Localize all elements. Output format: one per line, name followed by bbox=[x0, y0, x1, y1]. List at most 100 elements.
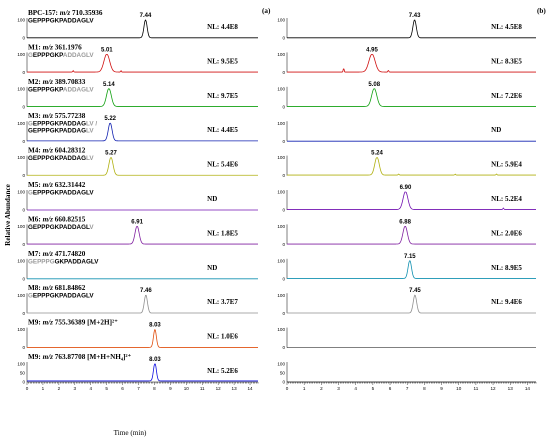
row-m2-mz-label: m/z bbox=[43, 78, 54, 86]
row-m9b-b-xtick: 14 bbox=[525, 386, 531, 391]
panel-b-label: (b) bbox=[537, 7, 546, 15]
row-m9b-b-xtick: 1 bbox=[303, 386, 306, 391]
row-m9b-a-xtick: 11 bbox=[200, 386, 205, 391]
row-m7-title: M7: m/z 471.74820 bbox=[28, 250, 86, 258]
row-bpc-157-b-nl: NL: 4.5E8 bbox=[491, 23, 522, 31]
row-bpc-157-sequence: GEPPPGKPADDAGLV bbox=[28, 18, 94, 25]
row-m9b-a-xtick: 12 bbox=[216, 386, 222, 391]
row-m3-b-ytick: 0 bbox=[282, 139, 285, 144]
row-m5-b-ytick: 100 bbox=[277, 190, 285, 195]
row-m6-title: M6: m/z 660.82515 bbox=[28, 215, 86, 223]
row-m4-title-name: M4: bbox=[28, 147, 43, 155]
row-m7-mz: 471.74820 bbox=[53, 250, 86, 258]
row-bpc-157-mz-label: m/z bbox=[60, 9, 71, 17]
row-m6-title-name: M6: bbox=[28, 215, 43, 223]
row-m9b-b-xtick: 2 bbox=[320, 386, 323, 391]
row-m9b-b-xtick: 8 bbox=[423, 386, 426, 391]
row-m3-a-ytick: 0 bbox=[22, 139, 25, 144]
row-m4-a-nl: NL: 5.4E6 bbox=[207, 161, 238, 169]
row-m2-a-ytick: 0 bbox=[22, 104, 25, 109]
row-m7-mz-label: m/z bbox=[43, 250, 54, 258]
row-m4-a-ytick: 0 bbox=[22, 173, 25, 178]
y-axis-label: Relative Abundance bbox=[4, 184, 12, 246]
row-m3-sequence-segment: GEPPPGKPADDAG bbox=[28, 128, 86, 135]
row-m1-mz-label: m/z bbox=[43, 43, 54, 51]
chromatogram-rows: BPC-157: m/z 710.35936GEPPPGKPADDAGLV010… bbox=[17, 9, 536, 391]
row-m9a-title-extra: [M+2H]²⁺ bbox=[85, 319, 118, 327]
row-m2-b-peak-label: 5.08 bbox=[368, 82, 380, 88]
row-m9a-title: M9: m/z 755.36389 [M+2H]²⁺ bbox=[28, 319, 118, 327]
row-m4-b-nl: NL: 5.9E4 bbox=[491, 161, 522, 169]
row-m9b-mz: 763.87708 bbox=[53, 353, 86, 361]
row-m9a-a-nl: NL: 1.0E6 bbox=[207, 333, 238, 341]
row-m3-mz: 575.77238 bbox=[53, 112, 86, 120]
row-m7-title-name: M7: bbox=[28, 250, 43, 258]
row-m9b-a-xtick: 10 bbox=[184, 386, 190, 391]
row-m3-a-nl: NL: 4.4E5 bbox=[207, 126, 238, 134]
row-bpc-157-b-ytick: 100 bbox=[277, 18, 285, 23]
row-m7-sequence-segment: GKPADDAGLV bbox=[55, 258, 100, 265]
row-m9b-b-xtick: 6 bbox=[389, 386, 392, 391]
row-m1-sequence: GEPPPGKPADDAGLV bbox=[28, 52, 94, 59]
row-m8-b-ytick: 100 bbox=[277, 293, 285, 298]
row-m4-sequence-segment: GEPPPGKPADDAG bbox=[28, 155, 86, 162]
row-bpc-157-a-nl: NL: 4.4E8 bbox=[207, 23, 238, 31]
row-m6-a-ytick: 100 bbox=[17, 224, 25, 229]
row-m3-title-name: M3: bbox=[28, 112, 43, 120]
row-m9b-a-xtick: 0 bbox=[26, 386, 29, 391]
row-m9b-a-xtick: 14 bbox=[247, 386, 253, 391]
row-m9b-a-ytick: 100 bbox=[17, 362, 25, 367]
row-m6-b-nl: NL: 2.0E6 bbox=[491, 229, 522, 237]
row-m4-mz-label: m/z bbox=[43, 147, 54, 155]
row-m6-mz: 660.82515 bbox=[53, 215, 86, 223]
row-m9b-a-xtick: 6 bbox=[121, 386, 124, 391]
row-m7-sequence-segment: GEPPPG bbox=[28, 258, 55, 265]
row-m8: M8: m/z 681.84862GEPPPGKPADDAGLV01007.46… bbox=[17, 284, 536, 316]
row-m9a-a-ytick: 0 bbox=[22, 345, 25, 350]
row-m9b-b-xtick: 3 bbox=[337, 386, 340, 391]
row-m6-a-nl: NL: 1.8E5 bbox=[207, 229, 238, 237]
row-m3-sequence-segment: EPPPGKPADDAG bbox=[33, 121, 86, 128]
row-m5-a-nl: ND bbox=[207, 195, 217, 203]
row-m6-mz-label: m/z bbox=[43, 215, 54, 223]
row-m1-b-nl: NL: 8.3E5 bbox=[491, 57, 522, 65]
row-m7-b-nl: NL: 8.9E5 bbox=[491, 264, 522, 272]
row-m2-mz: 389.70833 bbox=[53, 78, 86, 86]
row-m9b-a-ytick: 0 bbox=[22, 380, 25, 385]
row-m7-sequence: GEPPPGGKPADDAGLV bbox=[28, 258, 99, 265]
row-m9b-b-xtick: 13 bbox=[508, 386, 514, 391]
row-m9b-b-xtick: 11 bbox=[474, 386, 479, 391]
row-m9a-mz: 755.36389 bbox=[53, 319, 86, 327]
row-m6: M6: m/z 660.82515GEPPPGKPADDAGLV01006.91… bbox=[17, 215, 536, 247]
row-m9b-a-ytick: 50 bbox=[20, 371, 26, 376]
row-m3-mz-label: m/z bbox=[43, 112, 54, 120]
row-m9b-b-xtick: 9 bbox=[440, 386, 443, 391]
row-bpc-157-title: BPC-157: m/z 710.35936 bbox=[28, 9, 103, 17]
row-m9b-a-nl: NL: 5.2E6 bbox=[207, 367, 238, 375]
row-m3-b-nl: ND bbox=[491, 126, 501, 134]
row-m7-b-peak-label: 7.15 bbox=[404, 254, 416, 260]
row-bpc-157-title-name: BPC-157: bbox=[28, 9, 60, 17]
row-m9b-a-peak-label: 8.03 bbox=[149, 357, 161, 363]
row-m1-mz: 361.1976 bbox=[53, 43, 82, 51]
row-m1-a-peak-label: 5.01 bbox=[101, 47, 113, 53]
row-m1-a-nl: NL: 9.5E5 bbox=[207, 57, 238, 65]
row-m2-b-ytick: 100 bbox=[277, 86, 285, 91]
row-m8-a-peak-label: 7.46 bbox=[140, 288, 152, 294]
row-m1-title-name: M1: bbox=[28, 43, 43, 51]
row-m2-title: M2: m/z 389.70833 bbox=[28, 78, 86, 86]
row-m8-sequence-segment: EPPPGKPADDAGLV bbox=[33, 293, 94, 300]
row-m7-b-ytick: 100 bbox=[277, 258, 285, 263]
row-m4-sequence-segment: LV bbox=[86, 155, 94, 162]
row-m5-title-name: M5: bbox=[28, 181, 43, 189]
row-m4-b-peak-label: 5.24 bbox=[371, 151, 383, 157]
row-m9b-a-xtick: 8 bbox=[153, 386, 156, 391]
x-axis-label: Time (min) bbox=[114, 429, 147, 437]
row-m9b-b-ytick: 0 bbox=[282, 380, 285, 385]
row-m9b-b-xtick: 0 bbox=[286, 386, 289, 391]
row-m3-title: M3: m/z 575.77238 bbox=[28, 112, 86, 120]
row-m9a-b-ytick: 100 bbox=[277, 327, 285, 332]
row-m1: M1: m/z 361.1976GEPPPGKPADDAGLV01005.01N… bbox=[17, 43, 536, 75]
row-m8-title: M8: m/z 681.84862 bbox=[28, 284, 86, 292]
